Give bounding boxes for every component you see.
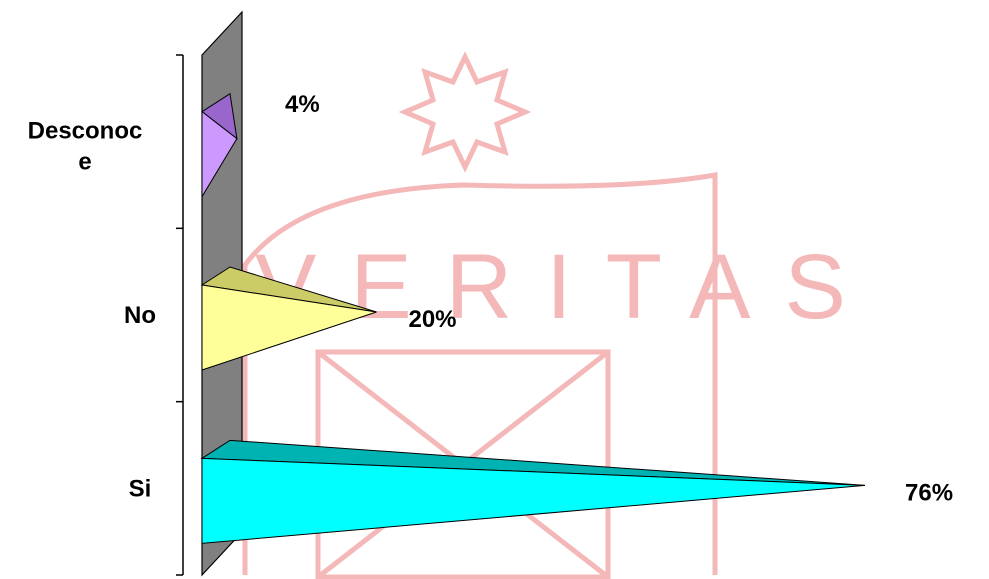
- data-label: 76%: [905, 479, 953, 506]
- bars-group: [200, 92, 866, 544]
- bar-no: [201, 284, 377, 371]
- data-label: 4%: [285, 91, 320, 118]
- bar-si: [201, 457, 866, 544]
- data-label: 20%: [408, 306, 456, 333]
- category-label: No: [124, 302, 156, 329]
- watermark-star: [398, 51, 532, 173]
- category-label: Desconoc e: [28, 118, 143, 176]
- category-label: Si: [129, 475, 152, 502]
- labels-group: Desconoc e 4% No 20% Si 76%: [28, 91, 953, 506]
- watermark-text: VERITAS: [255, 236, 880, 338]
- bar-desconoce: [201, 110, 238, 199]
- watermark-shield-outline: [242, 172, 718, 575]
